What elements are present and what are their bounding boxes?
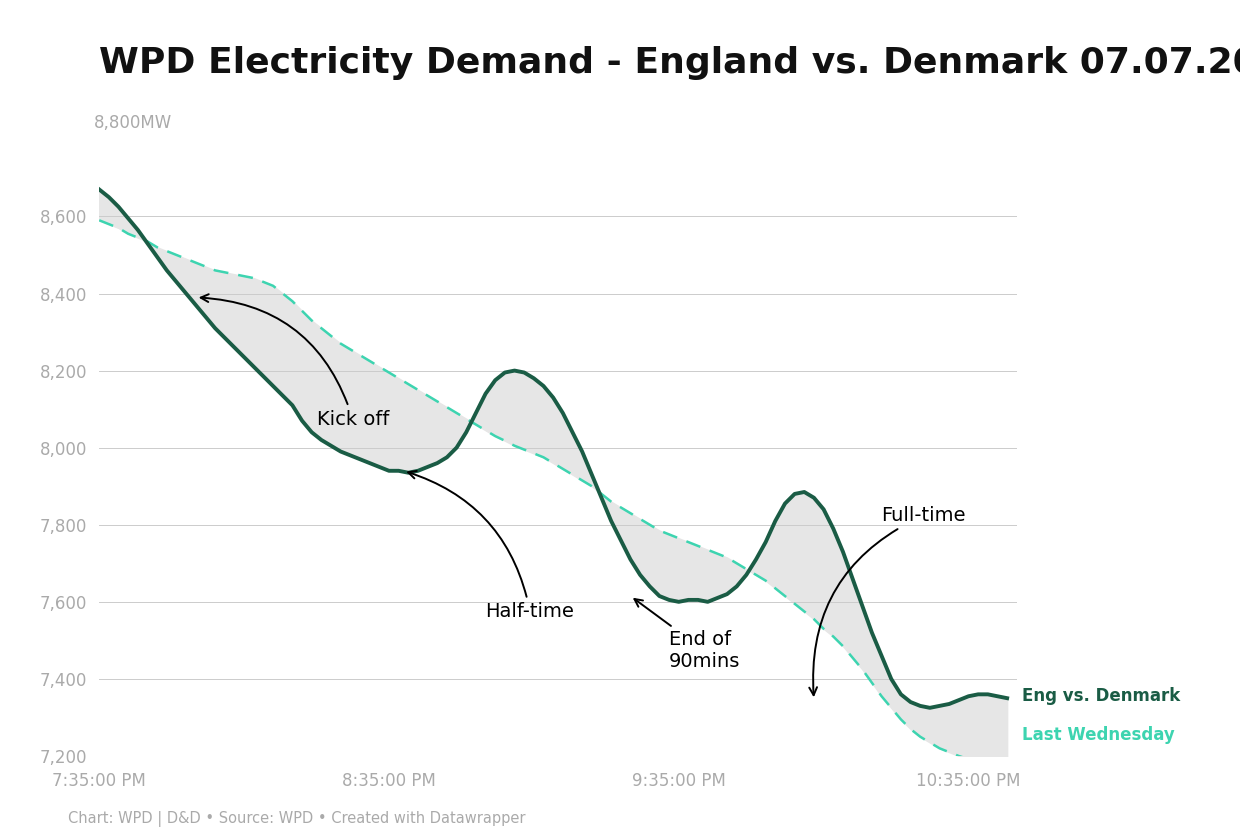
- Text: Half-time: Half-time: [408, 471, 574, 622]
- Text: WPD Electricity Demand - England vs. Denmark 07.07.2021: WPD Electricity Demand - England vs. Den…: [99, 46, 1240, 80]
- Text: Full-time: Full-time: [810, 506, 966, 696]
- Text: End of
90mins: End of 90mins: [635, 599, 740, 671]
- Text: Eng vs. Denmark: Eng vs. Denmark: [1022, 687, 1180, 706]
- Text: Chart: WPD | D&D • Source: WPD • Created with Datawrapper: Chart: WPD | D&D • Source: WPD • Created…: [68, 811, 526, 827]
- Text: 8,800MW: 8,800MW: [94, 113, 172, 132]
- Text: Last Wednesday: Last Wednesday: [1022, 726, 1174, 743]
- Text: Kick off: Kick off: [201, 294, 389, 428]
